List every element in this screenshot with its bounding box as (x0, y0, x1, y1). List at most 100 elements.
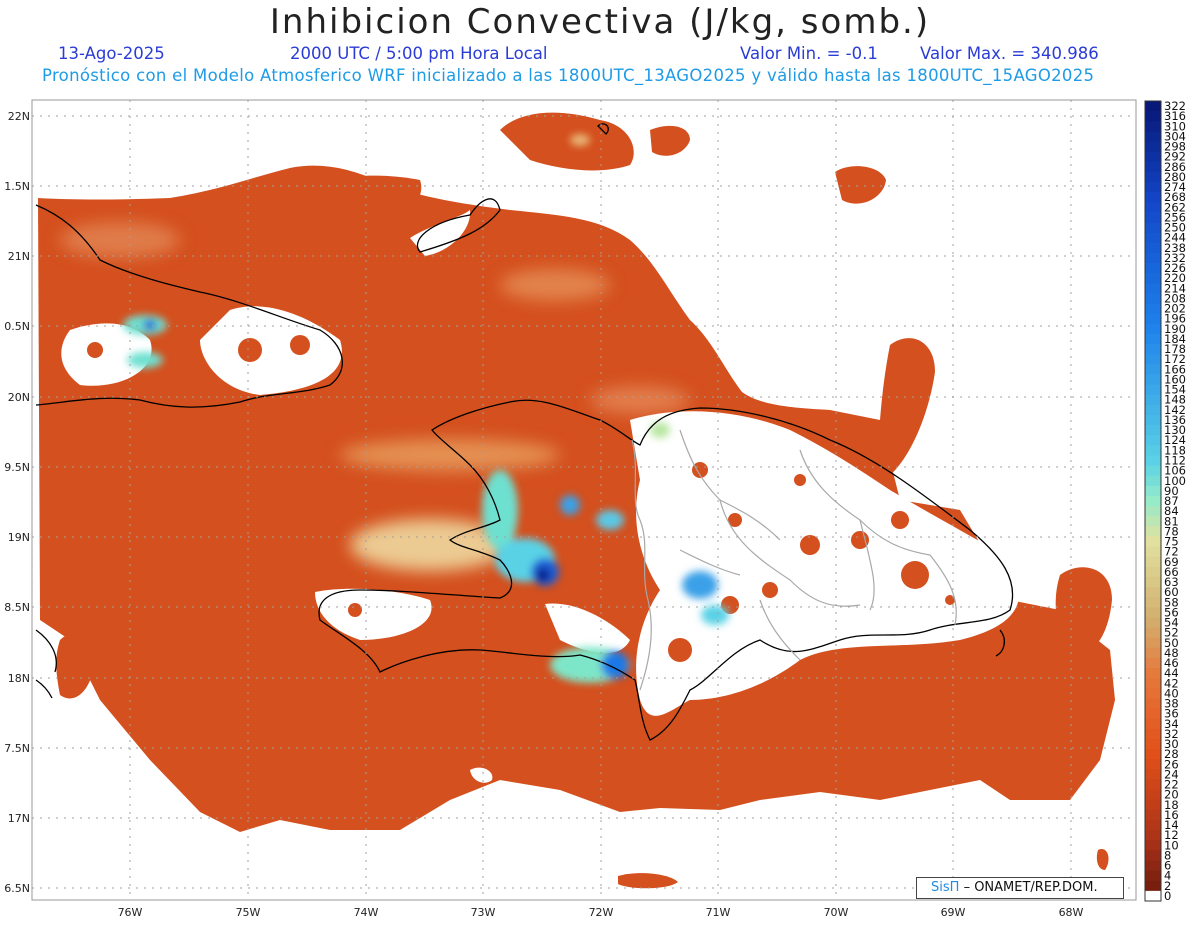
colorbar-swatch (1145, 141, 1161, 153)
colorbar-swatch (1145, 840, 1161, 851)
colorbar-label: 322 (1164, 99, 1186, 113)
lat-label: 22N (8, 110, 30, 123)
value-max: Valor Max. = 340.986 (920, 44, 1099, 63)
colorbar-label: 298 (1164, 140, 1186, 154)
colorbar-label: 16 (1164, 808, 1179, 822)
lat-label: 21N (8, 250, 30, 263)
colorbar-swatch (1145, 779, 1161, 791)
colorbar-label: 81 (1164, 514, 1179, 528)
graticule (32, 100, 1136, 900)
lon-label: 73W (471, 906, 496, 919)
colorbar-swatch (1145, 333, 1161, 345)
colorbar-swatch (1145, 738, 1161, 750)
colorbar-label: 238 (1164, 241, 1186, 255)
lat-label: 8.5N (4, 601, 30, 614)
colorbar-label: 100 (1164, 474, 1186, 488)
colorbar-swatch (1145, 465, 1161, 477)
colorbar-swatch (1145, 617, 1161, 629)
colorbar-swatch (1145, 303, 1161, 315)
colorbar-swatch (1145, 151, 1161, 163)
colorbar-swatch (1145, 404, 1161, 416)
colorbar-label: 160 (1164, 372, 1186, 386)
lat-label: 18N (8, 672, 30, 685)
colorbar-label: 208 (1164, 291, 1186, 305)
colorbar-label: 190 (1164, 322, 1186, 336)
colorbar-label: 26 (1164, 757, 1179, 771)
colorbar-swatch (1145, 364, 1161, 376)
colorbar-label: 244 (1164, 231, 1186, 245)
cin-light-bands (60, 222, 690, 571)
sispi-logo: SisΠ (931, 880, 960, 895)
colorbar-swatch (1145, 313, 1161, 325)
colorbar-label: 292 (1164, 150, 1186, 164)
colorbar-label: 58 (1164, 595, 1179, 609)
colorbar-label: 63 (1164, 575, 1179, 589)
colorbar-swatch (1145, 728, 1161, 740)
colorbar-swatch (1145, 708, 1161, 720)
colorbar-label: 90 (1164, 484, 1179, 498)
colorbar-label: 72 (1164, 545, 1179, 559)
colorbar-label: 32 (1164, 727, 1179, 741)
colorbar-swatch (1145, 718, 1161, 730)
colorbar-swatch (1145, 769, 1161, 781)
colorbar-swatch (1145, 799, 1161, 811)
colorbar-label: 84 (1164, 504, 1179, 518)
colorbar-swatch (1145, 749, 1161, 760)
colorbar-label: 232 (1164, 251, 1186, 265)
colorbar-label: 12 (1164, 828, 1179, 842)
colorbar-label: 46 (1164, 656, 1179, 670)
colorbar-label: 172 (1164, 352, 1186, 366)
colorbar-label: 87 (1164, 494, 1179, 508)
colorbar-label: 130 (1164, 423, 1186, 437)
lon-label: 69W (941, 906, 966, 919)
forecast-date: 13-Ago-2025 (58, 44, 165, 63)
colorbar-swatch (1145, 536, 1161, 548)
colorbar-label: 154 (1164, 383, 1186, 397)
colorbar-label: 178 (1164, 342, 1186, 356)
colorbar-label: 286 (1164, 160, 1186, 174)
colorbar-label: 50 (1164, 636, 1179, 650)
colorbar-label: 148 (1164, 393, 1186, 407)
colorbar-label: 52 (1164, 626, 1179, 640)
colorbar-swatch (1145, 516, 1161, 527)
colorbar-swatch (1145, 526, 1161, 538)
colorbar-swatch (1145, 698, 1161, 710)
colorbar-label: 34 (1164, 717, 1179, 731)
forecast-time: 2000 UTC / 5:00 pm Hora Local (290, 44, 548, 63)
colorbar-label: 10 (1164, 838, 1179, 852)
colorbar-label: 48 (1164, 646, 1179, 660)
colorbar-label: 250 (1164, 221, 1186, 235)
colorbar-label: 56 (1164, 605, 1179, 619)
lon-label: 71W (706, 906, 731, 919)
lon-label: 70W (824, 906, 849, 919)
credit-box: SisΠ – ONAMET/REP.DOM. (916, 877, 1124, 899)
colorbar-label: 316 (1164, 109, 1186, 123)
colorbar-label: 196 (1164, 312, 1186, 326)
colorbar-swatch (1145, 647, 1161, 659)
colorbar-swatch (1145, 830, 1161, 841)
colorbar-swatch (1145, 283, 1161, 295)
colorbar-label: 8 (1164, 848, 1171, 862)
value-min: Valor Min. = -0.1 (740, 44, 878, 63)
colorbar-swatch (1145, 668, 1161, 679)
colorbar-label: 42 (1164, 676, 1179, 690)
colorbar-swatch (1145, 495, 1161, 507)
colorbar-swatch (1145, 657, 1161, 669)
colorbar-label: 136 (1164, 413, 1186, 427)
colorbar-swatch (1145, 566, 1161, 578)
colorbar-label: 124 (1164, 433, 1186, 447)
colorbar-swatch (1145, 263, 1161, 274)
colorbar-label: 18 (1164, 798, 1179, 812)
lon-label: 68W (1059, 906, 1084, 919)
lat-label: 19N (8, 531, 30, 544)
coastlines (35, 123, 1014, 741)
colorbar-label: 2 (1164, 879, 1171, 893)
colorbar-label: 75 (1164, 535, 1179, 549)
colorbar-label: 66 (1164, 565, 1179, 579)
colorbar-swatch (1145, 384, 1161, 396)
latitude-labels: 22N 1.5N 21N 0.5N 20N 9.5N 19N 8.5N 18N … (4, 110, 30, 895)
colorbar-swatch (1145, 242, 1161, 254)
colorbar-label: 28 (1164, 747, 1179, 761)
colorbar-swatch (1145, 414, 1161, 426)
credit-label: – ONAMET/REP.DOM. (963, 880, 1098, 895)
